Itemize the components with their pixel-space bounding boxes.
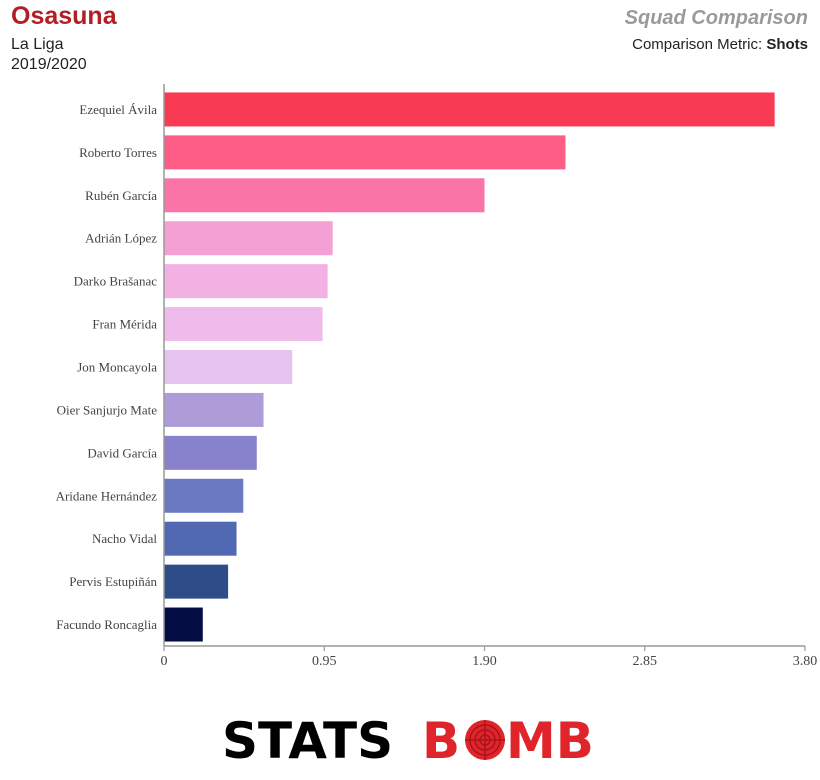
y-tick-label: Darko Brašanac: [74, 274, 158, 289]
bar: [164, 178, 485, 213]
y-tick-label: Fran Mérida: [92, 317, 157, 332]
y-tick-label: Nacho Vidal: [92, 531, 157, 546]
y-tick-label: David García: [87, 445, 157, 460]
y-tick-label: Ezequiel Ávila: [79, 102, 157, 117]
x-tick-label: 0: [161, 654, 168, 669]
bar: [164, 392, 264, 427]
y-tick-label: Aridane Hernández: [56, 488, 158, 503]
bar-chart: Ezequiel Ávila Roberto Torres Rubén García…: [56, 84, 818, 669]
logo-text-stats: STATS: [222, 712, 393, 770]
chart-title: Squad Comparison: [624, 7, 808, 29]
x-tick-label: 0.95: [312, 654, 337, 669]
y-tick-label: Pervis Estupiñán: [69, 574, 157, 589]
bar: [164, 221, 333, 256]
metric-prefix: Comparison Metric:: [632, 36, 767, 53]
bar: [164, 264, 328, 299]
logo-text-mb: MB: [506, 712, 594, 770]
season-label: 2019/2020: [11, 56, 87, 73]
bar: [164, 350, 293, 384]
x-tick-label: 1.90: [472, 654, 497, 669]
y-tick-label: Jon Moncayola: [77, 360, 157, 375]
x-tick-label: 3.80: [793, 654, 818, 669]
x-tick-label: 2.85: [633, 654, 658, 669]
bar: [164, 478, 244, 513]
statsbomb-logo: STATS B MB: [222, 712, 594, 770]
bar: [164, 307, 323, 342]
y-tick-label: Adrián López: [85, 231, 157, 246]
comparison-metric: Comparison Metric: Shots: [632, 36, 808, 53]
target-icon: [465, 720, 505, 760]
bar: [164, 564, 229, 599]
bar: [164, 521, 237, 556]
bar: [164, 92, 775, 127]
bar: [164, 435, 257, 470]
y-tick-label: Facundo Roncaglia: [56, 617, 157, 632]
bar: [164, 607, 203, 642]
y-tick-label: Roberto Torres: [79, 145, 157, 160]
y-tick-label: Oier Sanjurjo Mate: [57, 402, 158, 417]
team-name: Osasuna: [11, 2, 117, 30]
y-tick-label: Rubén García: [85, 188, 157, 203]
metric-value: Shots: [766, 36, 808, 53]
bar: [164, 135, 566, 170]
league-name: La Liga: [11, 36, 64, 53]
logo-text-b: B: [422, 712, 460, 770]
